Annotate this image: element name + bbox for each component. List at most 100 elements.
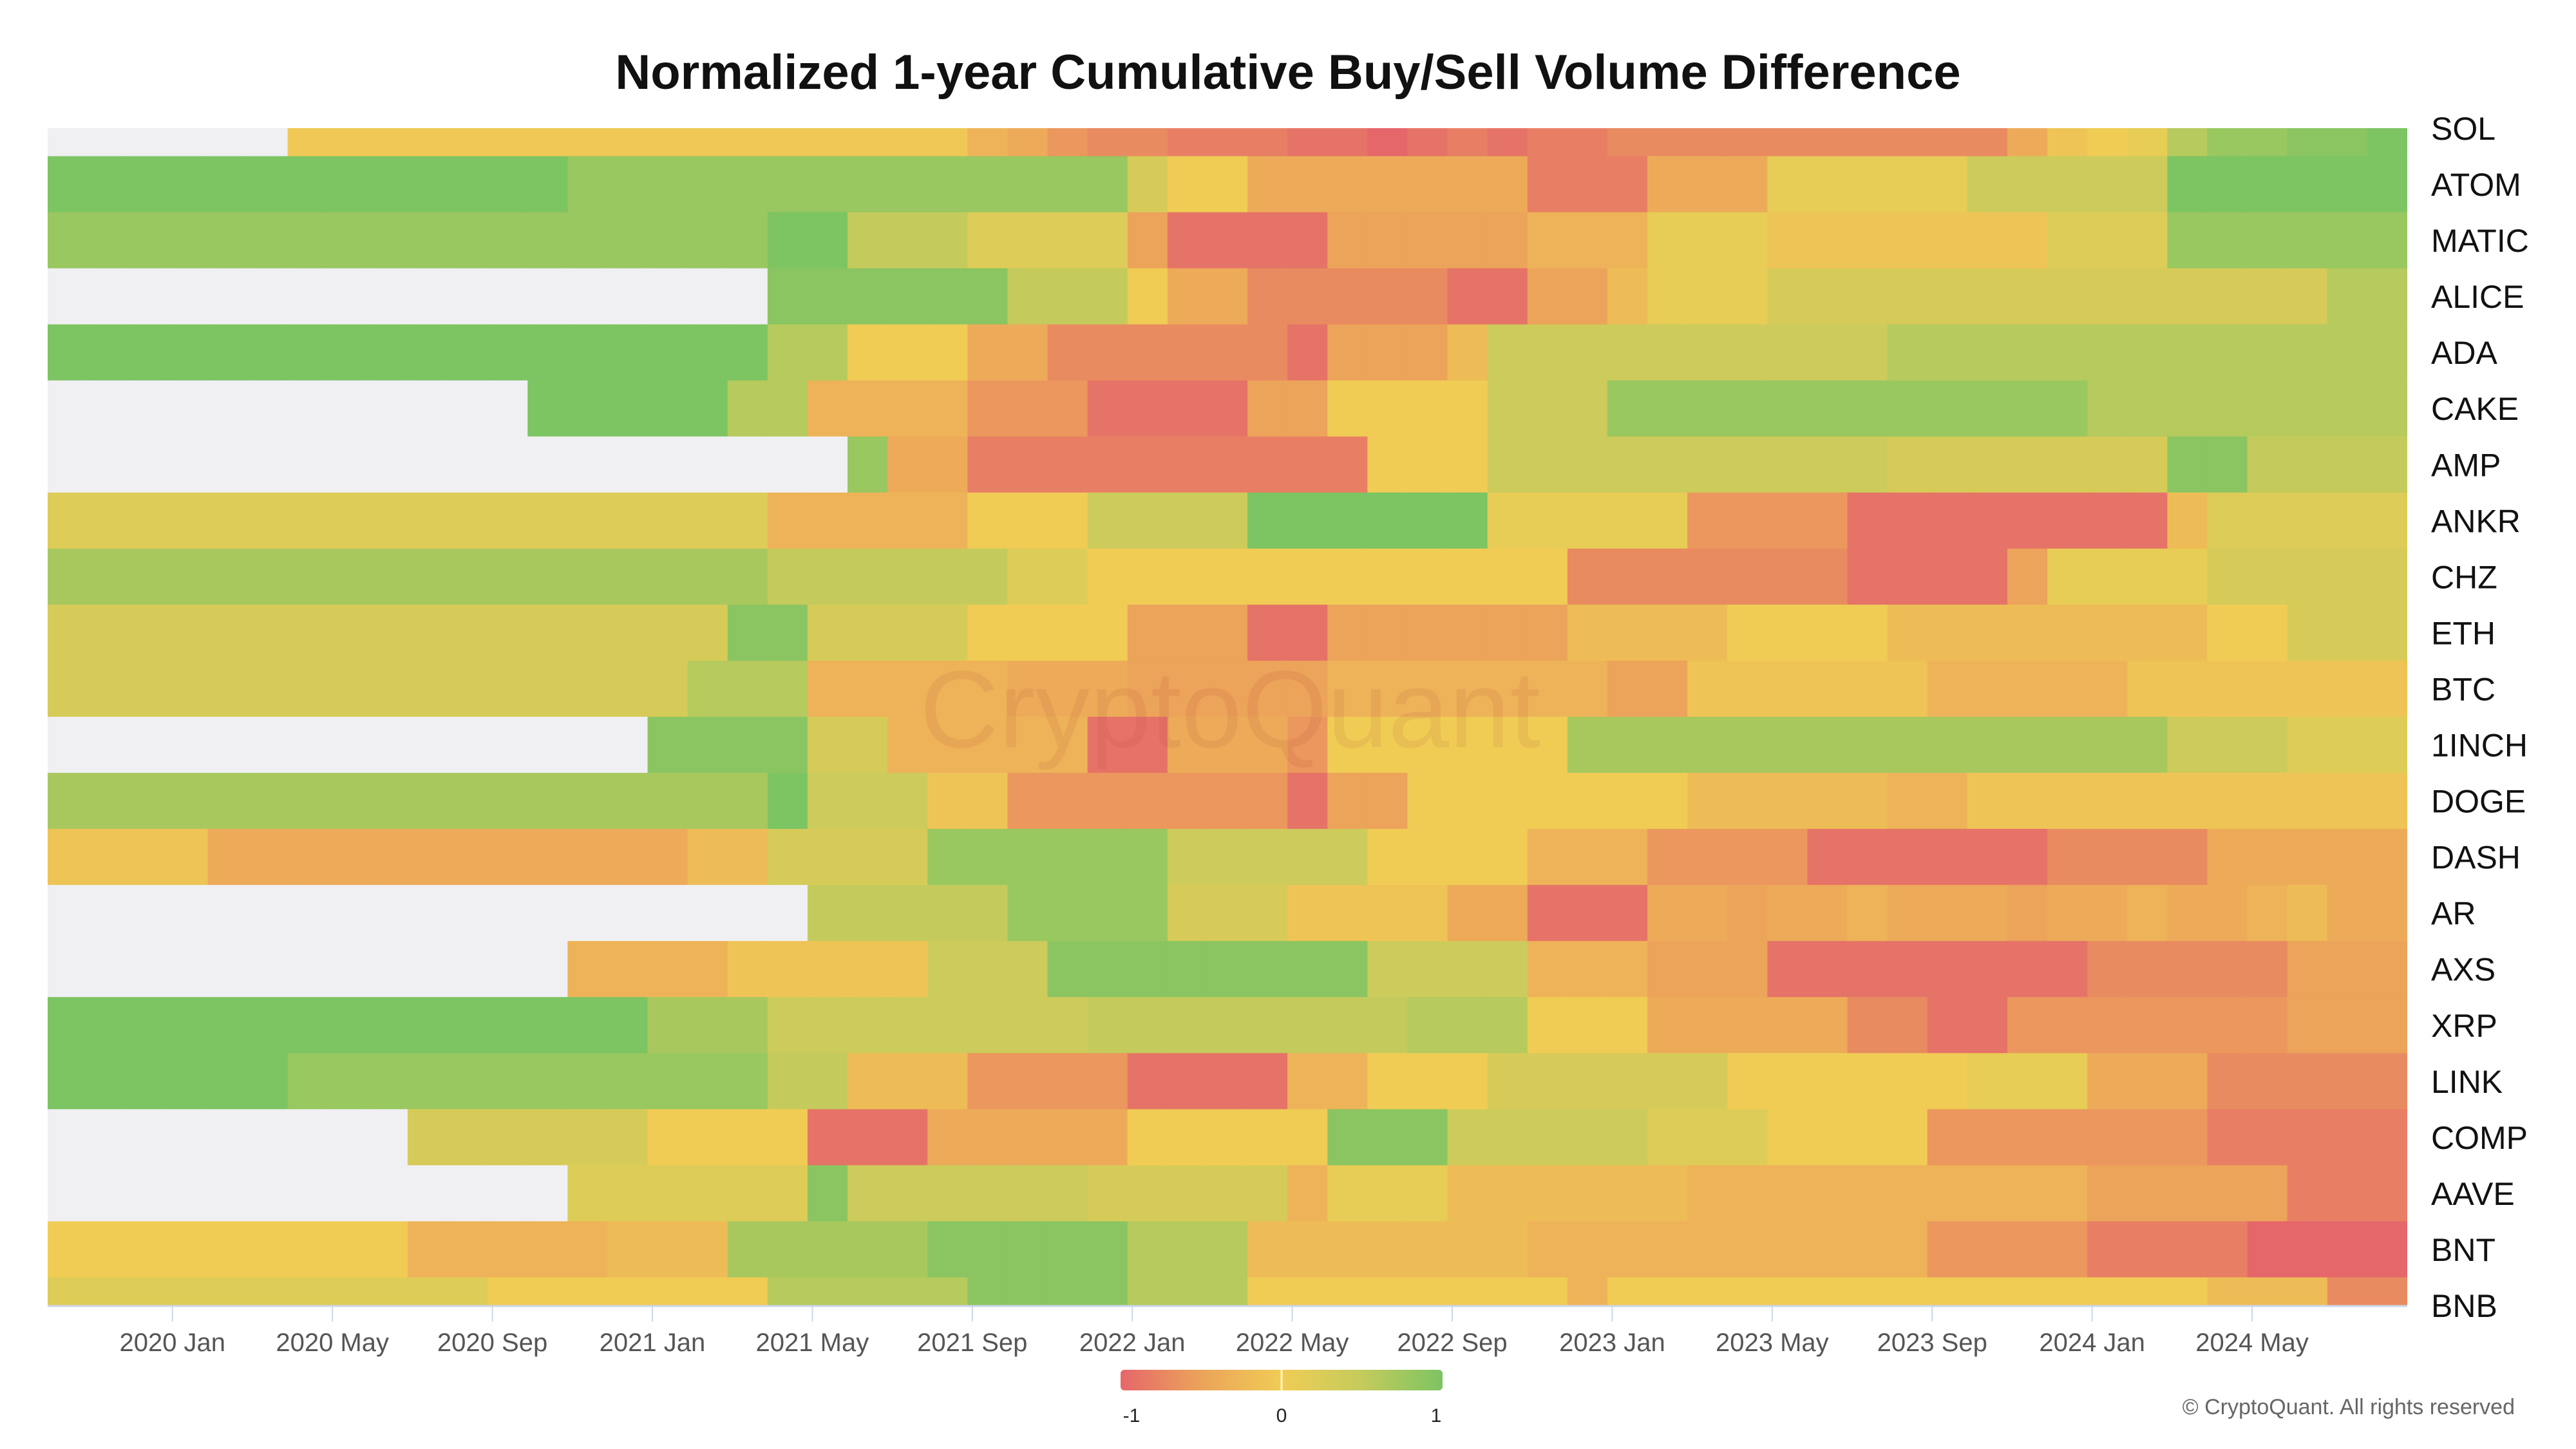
heatmap-cell xyxy=(1807,1221,1848,1278)
heatmap-cell xyxy=(2287,1053,2328,1110)
heatmap-cell xyxy=(1047,492,1088,549)
heatmap-cell xyxy=(1327,548,1368,605)
heatmap-cell xyxy=(2207,128,2248,157)
heatmap-cell xyxy=(767,829,808,886)
heatmap-cell xyxy=(607,548,649,605)
heatmap-cell xyxy=(1567,773,1608,829)
heatmap-cell xyxy=(2247,604,2288,661)
heatmap-cell xyxy=(1927,1221,1968,1278)
heatmap-cell xyxy=(2047,885,2088,942)
heatmap-cell xyxy=(807,717,849,773)
heatmap-cell xyxy=(2367,268,2407,325)
heatmap-cell xyxy=(2047,128,2088,157)
heatmap-cell xyxy=(887,1109,929,1166)
heatmap-cell xyxy=(927,324,969,381)
heatmap-cell xyxy=(2287,885,2328,942)
heatmap-cell xyxy=(1687,548,1728,605)
heatmap-cell xyxy=(207,212,249,269)
heatmap-cell xyxy=(287,1053,328,1110)
heatmap-cell xyxy=(527,717,569,773)
heatmap-cell xyxy=(1007,128,1048,157)
row-label: LINK xyxy=(2431,1064,2503,1100)
heatmap-cell xyxy=(1047,717,1088,773)
heatmap-cell xyxy=(967,829,1009,886)
heatmap-cell xyxy=(207,717,249,773)
row-label: ANKR xyxy=(2431,503,2521,539)
heatmap-cell xyxy=(207,268,249,325)
heatmap-cell xyxy=(1447,717,1488,773)
heatmap-cell xyxy=(1167,436,1208,493)
heatmap-cell xyxy=(247,380,289,437)
heatmap-cell xyxy=(1727,324,1768,381)
heatmap-cell xyxy=(327,717,368,773)
heatmap-cell xyxy=(848,1165,889,1222)
x-tick-label: 2023 Sep xyxy=(1877,1329,1987,1357)
heatmap-cell xyxy=(2367,885,2407,942)
heatmap-cell xyxy=(1247,324,1289,381)
heatmap-cell xyxy=(2287,1109,2328,1166)
heatmap-cell xyxy=(1487,941,1528,998)
heatmap-cell xyxy=(1847,1053,1888,1110)
heatmap-cell xyxy=(1687,1165,1728,1222)
heatmap-cell xyxy=(128,548,169,605)
heatmap-cell xyxy=(128,128,169,157)
heatmap-cell xyxy=(1207,128,1249,157)
heatmap-cell xyxy=(1167,717,1208,773)
heatmap-cell xyxy=(567,436,609,493)
heatmap-cell xyxy=(1847,436,1888,493)
heatmap-cell xyxy=(1127,1109,1168,1166)
heatmap-cell xyxy=(807,941,849,998)
heatmap-cell xyxy=(1447,492,1488,549)
heatmap-cell xyxy=(1767,548,1808,605)
heatmap-cell xyxy=(2247,941,2288,998)
heatmap-cell xyxy=(2167,380,2208,437)
heatmap-cell xyxy=(167,829,209,886)
heatmap-cell xyxy=(1767,1109,1808,1166)
heatmap-cell xyxy=(848,717,889,773)
heatmap-cell xyxy=(2127,604,2168,661)
row-label: CAKE xyxy=(2431,391,2519,427)
heatmap-cell xyxy=(527,156,569,213)
heatmap-cell xyxy=(1087,268,1128,325)
heatmap-cell xyxy=(1447,1165,1488,1222)
heatmap-cell xyxy=(2167,604,2208,661)
heatmap-cell xyxy=(848,885,889,942)
heatmap-cell xyxy=(807,380,849,437)
heatmap-cell xyxy=(247,885,289,942)
heatmap-cell xyxy=(1487,380,1528,437)
heatmap-cell xyxy=(407,941,449,998)
heatmap-cell xyxy=(1487,997,1528,1054)
heatmap-cell xyxy=(1647,717,1689,773)
heatmap-cell xyxy=(1407,604,1448,661)
heatmap-cell xyxy=(1207,156,1249,213)
heatmap-cell xyxy=(1527,436,1568,493)
heatmap-cell xyxy=(1367,1109,1408,1166)
heatmap-cell xyxy=(1927,885,1968,942)
heatmap-cell xyxy=(1767,1221,1808,1278)
heatmap-cell xyxy=(407,773,449,829)
heatmap-cell xyxy=(967,1221,1009,1278)
heatmap-cell xyxy=(2287,604,2328,661)
heatmap-cell xyxy=(1807,128,1848,157)
heatmap-cell xyxy=(167,604,209,661)
heatmap-cell xyxy=(2287,660,2328,717)
heatmap-cell xyxy=(1327,1109,1368,1166)
heatmap-cell xyxy=(128,885,169,942)
heatmap-cell xyxy=(88,660,129,717)
heatmap-cell xyxy=(1047,829,1088,886)
heatmap-cell xyxy=(1327,128,1368,157)
heatmap-cell xyxy=(167,1277,209,1305)
heatmap-cell xyxy=(488,885,529,942)
heatmap-cell xyxy=(1927,997,1968,1054)
heatmap-cell xyxy=(448,324,489,381)
heatmap-cell xyxy=(1647,941,1689,998)
heatmap-cell xyxy=(1847,156,1888,213)
heatmap-cell xyxy=(2007,380,2049,437)
heatmap-cell xyxy=(767,324,808,381)
heatmap-cell xyxy=(967,717,1009,773)
heatmap-cell xyxy=(1207,660,1249,717)
heatmap-cell xyxy=(1887,380,1928,437)
row-label: ALICE xyxy=(2431,279,2524,315)
heatmap-cell xyxy=(1047,548,1088,605)
heatmap-cell xyxy=(1047,212,1088,269)
